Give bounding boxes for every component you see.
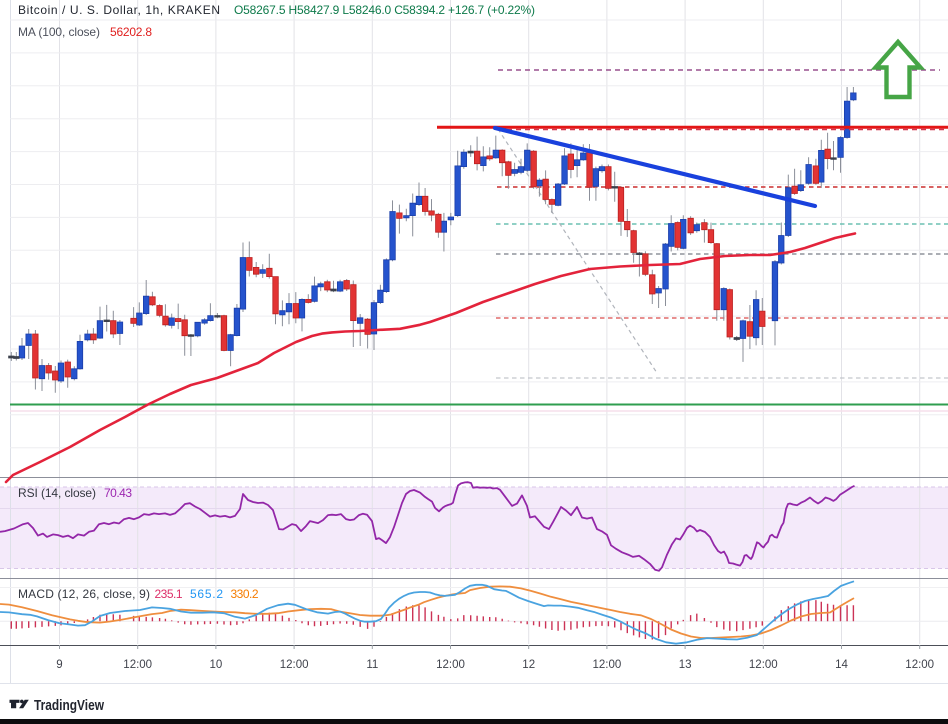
svg-text:235.1: 235.1	[155, 587, 183, 601]
svg-text:Bitcoin / U. S. Dollar, 1h, KR: Bitcoin / U. S. Dollar, 1h, KRAKEN	[18, 3, 220, 17]
svg-text:12:00: 12:00	[593, 659, 622, 671]
svg-text:14: 14	[835, 659, 848, 671]
svg-text:12:00: 12:00	[280, 659, 309, 671]
svg-text:MACD (12, 26, close, 9): MACD (12, 26, close, 9)	[18, 587, 150, 601]
svg-text:12: 12	[522, 659, 535, 671]
svg-text:9: 9	[56, 659, 62, 671]
svg-text:11: 11	[366, 659, 378, 671]
svg-text:12:00: 12:00	[123, 659, 152, 671]
svg-text:RSI (14, close): RSI (14, close)	[18, 486, 96, 500]
svg-text:565.2: 565.2	[190, 587, 223, 601]
svg-text:10: 10	[210, 659, 223, 671]
svg-text:70.43: 70.43	[104, 486, 132, 500]
svg-text:TradingView: TradingView	[34, 698, 105, 714]
svg-text:MA (100, close): MA (100, close)	[18, 25, 100, 39]
svg-text:12:00: 12:00	[436, 659, 465, 671]
svg-text:12:00: 12:00	[749, 659, 778, 671]
svg-text:330.2: 330.2	[231, 587, 259, 601]
svg-text:O58267.5 H58427.9 L58246.0 C58: O58267.5 H58427.9 L58246.0 C58394.2 +126…	[234, 3, 535, 17]
svg-text:56202.8: 56202.8	[110, 25, 152, 39]
svg-text:12:00: 12:00	[905, 659, 934, 671]
svg-text:13: 13	[679, 659, 692, 671]
